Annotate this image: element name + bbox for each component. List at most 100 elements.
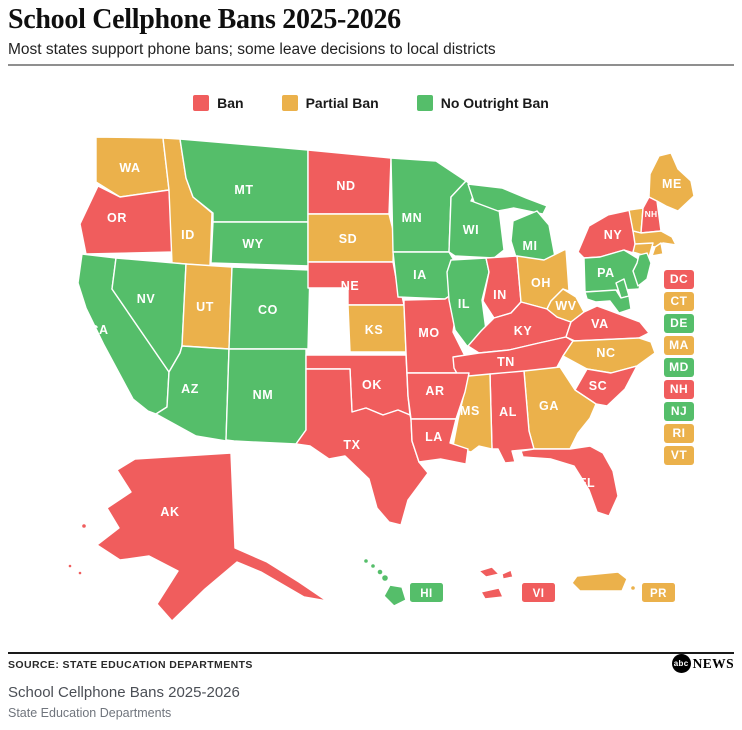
- state-label-CO: CO: [258, 303, 278, 317]
- state-WV: [546, 288, 585, 323]
- state-label-GA: GA: [539, 399, 559, 413]
- state-FL: [520, 445, 619, 517]
- state-label-HI: HI: [420, 588, 433, 600]
- us-choropleth-map: HI VI PR WA OR CA NV ID MT WY UT CO AZ N…: [67, 136, 695, 622]
- callout-CT: CT: [664, 292, 694, 311]
- state-label-PA: PA: [597, 266, 615, 280]
- state-label-NM: NM: [253, 388, 274, 402]
- state-label-CA: CA: [89, 323, 108, 337]
- legend-item-ban: Ban: [193, 95, 244, 111]
- state-NH: [640, 196, 662, 234]
- state-label-VA: VA: [591, 317, 609, 331]
- state-HI-island: [362, 557, 370, 565]
- state-label-AL: AL: [499, 405, 517, 419]
- callout-DC: DC: [664, 270, 694, 289]
- state-label-TN: TN: [497, 355, 515, 369]
- state-AK-island: [77, 570, 83, 576]
- state-label-LA: LA: [425, 430, 443, 444]
- state-label-NV: NV: [137, 292, 156, 306]
- legend-item-no-outright-ban: No Outright Ban: [416, 95, 549, 111]
- state-CO: [228, 266, 311, 350]
- header-divider: [8, 64, 734, 66]
- page-title: School Cellphone Bans 2025-2026: [8, 4, 401, 35]
- state-MD: [584, 289, 632, 314]
- callout-NJ: NJ: [664, 402, 694, 421]
- state-label-OR: OR: [107, 211, 127, 225]
- state-label-VI: VI: [533, 588, 545, 600]
- state-label-MS: MS: [460, 404, 480, 418]
- callout-label: VT: [670, 448, 688, 462]
- state-label-KY: KY: [514, 324, 533, 338]
- state-ME: [648, 152, 695, 212]
- state-OR: [79, 185, 175, 255]
- state-label-AR: AR: [425, 384, 444, 398]
- state-label-MT: MT: [234, 183, 253, 197]
- state-PR-label-box: [642, 583, 675, 602]
- state-MI-upper: [467, 183, 548, 215]
- callout-list: DC CT DE MA MD NH NJ RI VT: [664, 270, 694, 465]
- state-label-PR: PR: [650, 588, 667, 600]
- callout-label: CT: [670, 294, 688, 308]
- state-AK: [96, 452, 328, 622]
- legend-label-ban: Ban: [217, 95, 244, 111]
- state-NJ: [632, 252, 652, 287]
- state-HI-island: [369, 562, 377, 570]
- state-label-AZ: AZ: [181, 382, 199, 396]
- abc-news-logo: abc NEWS: [671, 654, 734, 673]
- callout-label: RI: [672, 426, 686, 440]
- state-HI-label-box: [410, 583, 443, 602]
- state-HI-island: [380, 573, 390, 583]
- state-label-SD: SD: [339, 232, 358, 246]
- state-label-IL: IL: [458, 297, 470, 311]
- state-label-OH: OH: [531, 276, 551, 290]
- state-label-TX: TX: [343, 438, 360, 452]
- callout-label: MA: [669, 338, 689, 352]
- state-VI-label-box: [522, 583, 555, 602]
- state-label-SC: SC: [589, 379, 608, 393]
- legend-swatch-no-outright-ban: [416, 95, 433, 111]
- legend-label-no-outright-ban: No Outright Ban: [440, 95, 549, 111]
- state-label-UT: UT: [196, 300, 214, 314]
- caption-title: School Cellphone Bans 2025-2026: [8, 684, 240, 701]
- state-HI-island: [376, 568, 384, 576]
- state-label-IN: IN: [493, 288, 507, 302]
- state-PR-island: [629, 584, 637, 592]
- state-VI-island: [478, 566, 500, 578]
- callout-VT: VT: [664, 446, 694, 465]
- state-LA: [410, 418, 469, 465]
- state-label-ID: ID: [181, 228, 195, 242]
- legend-label-partial-ban: Partial Ban: [305, 95, 379, 111]
- state-label-WA: WA: [119, 161, 140, 175]
- abc-logo-icon: abc: [671, 654, 691, 673]
- state-label-OK: OK: [362, 378, 382, 392]
- state-RI: [651, 242, 664, 257]
- footer-divider: [8, 652, 734, 654]
- legend-item-partial-ban: Partial Ban: [281, 95, 379, 111]
- state-label-KS: KS: [365, 323, 384, 337]
- state-label-NY: NY: [604, 228, 623, 242]
- legend: Ban Partial Ban No Outright Ban: [0, 95, 742, 111]
- state-HI-island: [383, 584, 407, 607]
- state-label-IA: IA: [413, 268, 427, 282]
- callout-label: DE: [670, 316, 688, 330]
- legend-swatch-partial-ban: [281, 95, 298, 111]
- state-label-FL: FL: [579, 476, 595, 490]
- callout-label: NJ: [670, 404, 688, 418]
- callout-label: DC: [669, 272, 689, 286]
- state-label-NE: NE: [341, 279, 360, 293]
- state-label-MO: MO: [418, 326, 439, 340]
- state-AL: [489, 370, 535, 464]
- state-PR-island: [571, 571, 628, 592]
- state-label-AK: AK: [160, 505, 179, 519]
- source-text: SOURCE: STATE EDUCATION DEPARTMENTS: [8, 659, 253, 671]
- state-label-MN: MN: [402, 211, 423, 225]
- callout-MA: MA: [664, 336, 694, 355]
- state-AK-island: [67, 563, 73, 569]
- callout-label: MD: [669, 360, 689, 374]
- state-label-NC: NC: [596, 346, 615, 360]
- callout-label: NH: [669, 382, 689, 396]
- callout-DE: DE: [664, 314, 694, 333]
- state-AK-island: [80, 522, 88, 530]
- state-label-NH: NH: [645, 209, 658, 219]
- state-VI-island: [480, 587, 504, 600]
